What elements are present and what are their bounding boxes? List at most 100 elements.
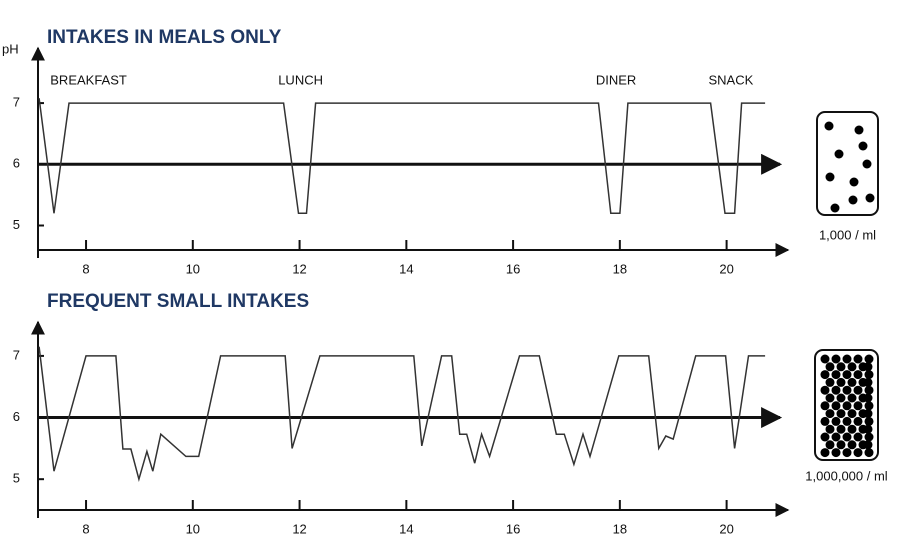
annotation: BREAKFAST	[50, 72, 127, 87]
bacteria-dot	[836, 424, 846, 434]
bacteria-dot	[842, 401, 852, 411]
ph-line	[38, 98, 766, 215]
bacteria-dot	[862, 159, 872, 169]
bacteria-dot	[847, 409, 857, 419]
x-tick-label: 20	[719, 261, 733, 276]
chart-title: INTAKES IN MEALS ONLY	[47, 27, 282, 48]
annotation: LUNCH	[278, 72, 323, 87]
bacteria-dot	[825, 393, 835, 403]
bacteria-dot	[820, 385, 830, 395]
bacteria-dot	[864, 416, 874, 426]
bacteria-dot	[842, 448, 852, 458]
annotation: DINER	[596, 72, 636, 87]
bacteria-dot	[853, 432, 863, 442]
bacteria-dot	[820, 432, 830, 442]
bacteria-dot	[847, 377, 857, 387]
y-tick-label: 5	[13, 217, 20, 232]
bacteria-dot	[831, 354, 841, 364]
bacteria-dot	[847, 362, 857, 372]
bacteria-dot	[863, 377, 873, 387]
bacteria-dot	[831, 448, 841, 458]
ph-line	[38, 346, 766, 483]
x-tick-label: 8	[82, 521, 89, 536]
bacteria-dot	[842, 385, 852, 395]
bacteria-dot	[847, 393, 857, 403]
bacteria-dot	[865, 193, 875, 203]
bacteria-dot	[864, 432, 874, 442]
bacteria-dot	[830, 203, 840, 213]
vial	[816, 111, 879, 216]
bacteria-dot	[820, 416, 830, 426]
bacteria-dot	[820, 370, 830, 380]
bacteria-dot	[863, 440, 873, 450]
bacteria-dot	[825, 424, 835, 434]
bacteria-dot	[853, 401, 863, 411]
bacteria-dot	[853, 370, 863, 380]
bacteria-dot	[836, 393, 846, 403]
x-tick-label: 14	[399, 521, 413, 536]
y-tick-label: 7	[13, 347, 20, 362]
x-tick-label: 10	[186, 261, 200, 276]
bacteria-dot	[825, 377, 835, 387]
y-tick-label: 7	[13, 95, 20, 110]
bacteria-dot	[836, 440, 846, 450]
bacteria-dot	[831, 432, 841, 442]
x-tick-label: 10	[186, 521, 200, 536]
bacteria-dot	[836, 362, 846, 372]
bacteria-dot	[842, 370, 852, 380]
x-tick-label: 20	[719, 521, 733, 536]
bacteria-dot	[863, 409, 873, 419]
chart-title: FREQUENT SMALL INTAKES	[47, 291, 309, 312]
bacteria-dot	[824, 121, 834, 131]
annotation: SNACK	[708, 72, 753, 87]
bacteria-dot	[853, 385, 863, 395]
bacteria-dot	[863, 424, 873, 434]
bacteria-dot	[842, 416, 852, 426]
bacteria-dot	[825, 409, 835, 419]
x-tick-label: 18	[613, 521, 627, 536]
bacteria-dot	[836, 409, 846, 419]
bacteria-dot	[842, 432, 852, 442]
bacteria-dot	[820, 401, 830, 411]
bacteria-dot	[854, 125, 864, 135]
bacteria-dot	[847, 424, 857, 434]
bacteria-dot	[820, 354, 830, 364]
bacteria-dot	[836, 377, 846, 387]
bacteria-dot	[825, 440, 835, 450]
bacteria-dot	[820, 448, 830, 458]
y-tick-label: 6	[13, 409, 20, 424]
bacteria-dot	[834, 149, 844, 159]
x-tick-label: 16	[506, 261, 520, 276]
bacteria-dot	[863, 362, 873, 372]
bacteria-dot	[858, 141, 868, 151]
bacteria-dot	[847, 440, 857, 450]
bacteria-dot	[864, 354, 874, 364]
x-tick-label: 18	[613, 261, 627, 276]
bacteria-dot	[853, 448, 863, 458]
bacteria-dot	[848, 195, 858, 205]
y-axis-label: pH	[2, 41, 19, 56]
bacteria-dot	[864, 385, 874, 395]
bacteria-dot	[825, 362, 835, 372]
concentration-label: 1,000,000 / ml	[805, 468, 887, 483]
x-tick-label: 14	[399, 261, 413, 276]
bacteria-dot	[831, 385, 841, 395]
y-tick-label: 6	[13, 156, 20, 171]
bacteria-dot	[831, 401, 841, 411]
bacteria-dot	[842, 354, 852, 364]
bacteria-dot	[853, 416, 863, 426]
y-tick-label: 5	[13, 471, 20, 486]
x-tick-label: 12	[292, 521, 306, 536]
bacteria-dot	[853, 354, 863, 364]
x-tick-label: 12	[292, 261, 306, 276]
x-tick-label: 16	[506, 521, 520, 536]
bacteria-dot	[864, 370, 874, 380]
bacteria-dot	[864, 448, 874, 458]
bacteria-dot	[831, 416, 841, 426]
concentration-label: 1,000 / ml	[819, 227, 876, 242]
bacteria-dot	[863, 393, 873, 403]
bacteria-dot	[831, 370, 841, 380]
bacteria-dot	[849, 177, 859, 187]
